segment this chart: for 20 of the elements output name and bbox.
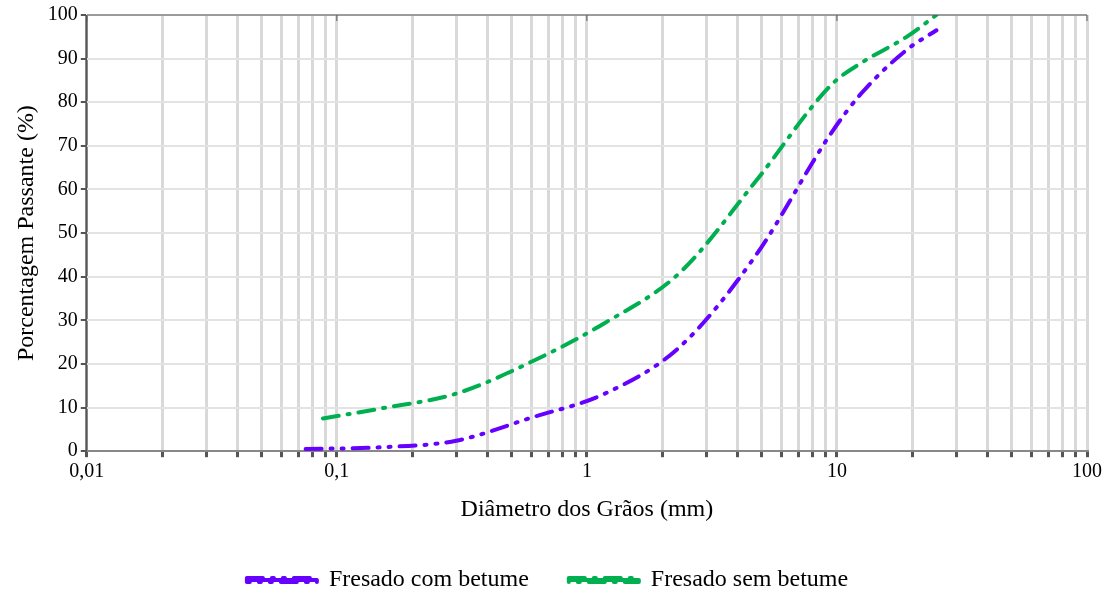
x-tick-label: 1 xyxy=(581,459,592,482)
y-tick-label: 0 xyxy=(67,438,78,461)
legend-label: Fresado com betume xyxy=(328,565,529,592)
y-tick-label: 30 xyxy=(57,307,78,330)
y-axis-title: Porcentagem Passante (%) xyxy=(11,105,38,362)
y-tick-label: 40 xyxy=(57,263,78,286)
y-tick-label: 80 xyxy=(57,89,78,112)
x-axis-title: Diâmetro dos Grãos (mm) xyxy=(460,494,714,521)
x-tick-label: 0,1 xyxy=(324,459,350,482)
y-tick-label: 60 xyxy=(57,176,78,199)
y-tick-label: 10 xyxy=(57,394,78,417)
x-tick-label: 0,01 xyxy=(69,459,105,482)
y-tick-label: 20 xyxy=(57,351,78,374)
y-tick-label: 50 xyxy=(57,220,78,243)
y-tick-label: 70 xyxy=(57,133,78,156)
legend-label: Fresado sem betume xyxy=(650,565,849,592)
y-tick-label: 90 xyxy=(57,45,78,68)
x-tick-label: 100 xyxy=(1072,459,1102,482)
y-tick-label: 100 xyxy=(47,2,78,25)
x-tick-label: 10 xyxy=(826,459,847,482)
